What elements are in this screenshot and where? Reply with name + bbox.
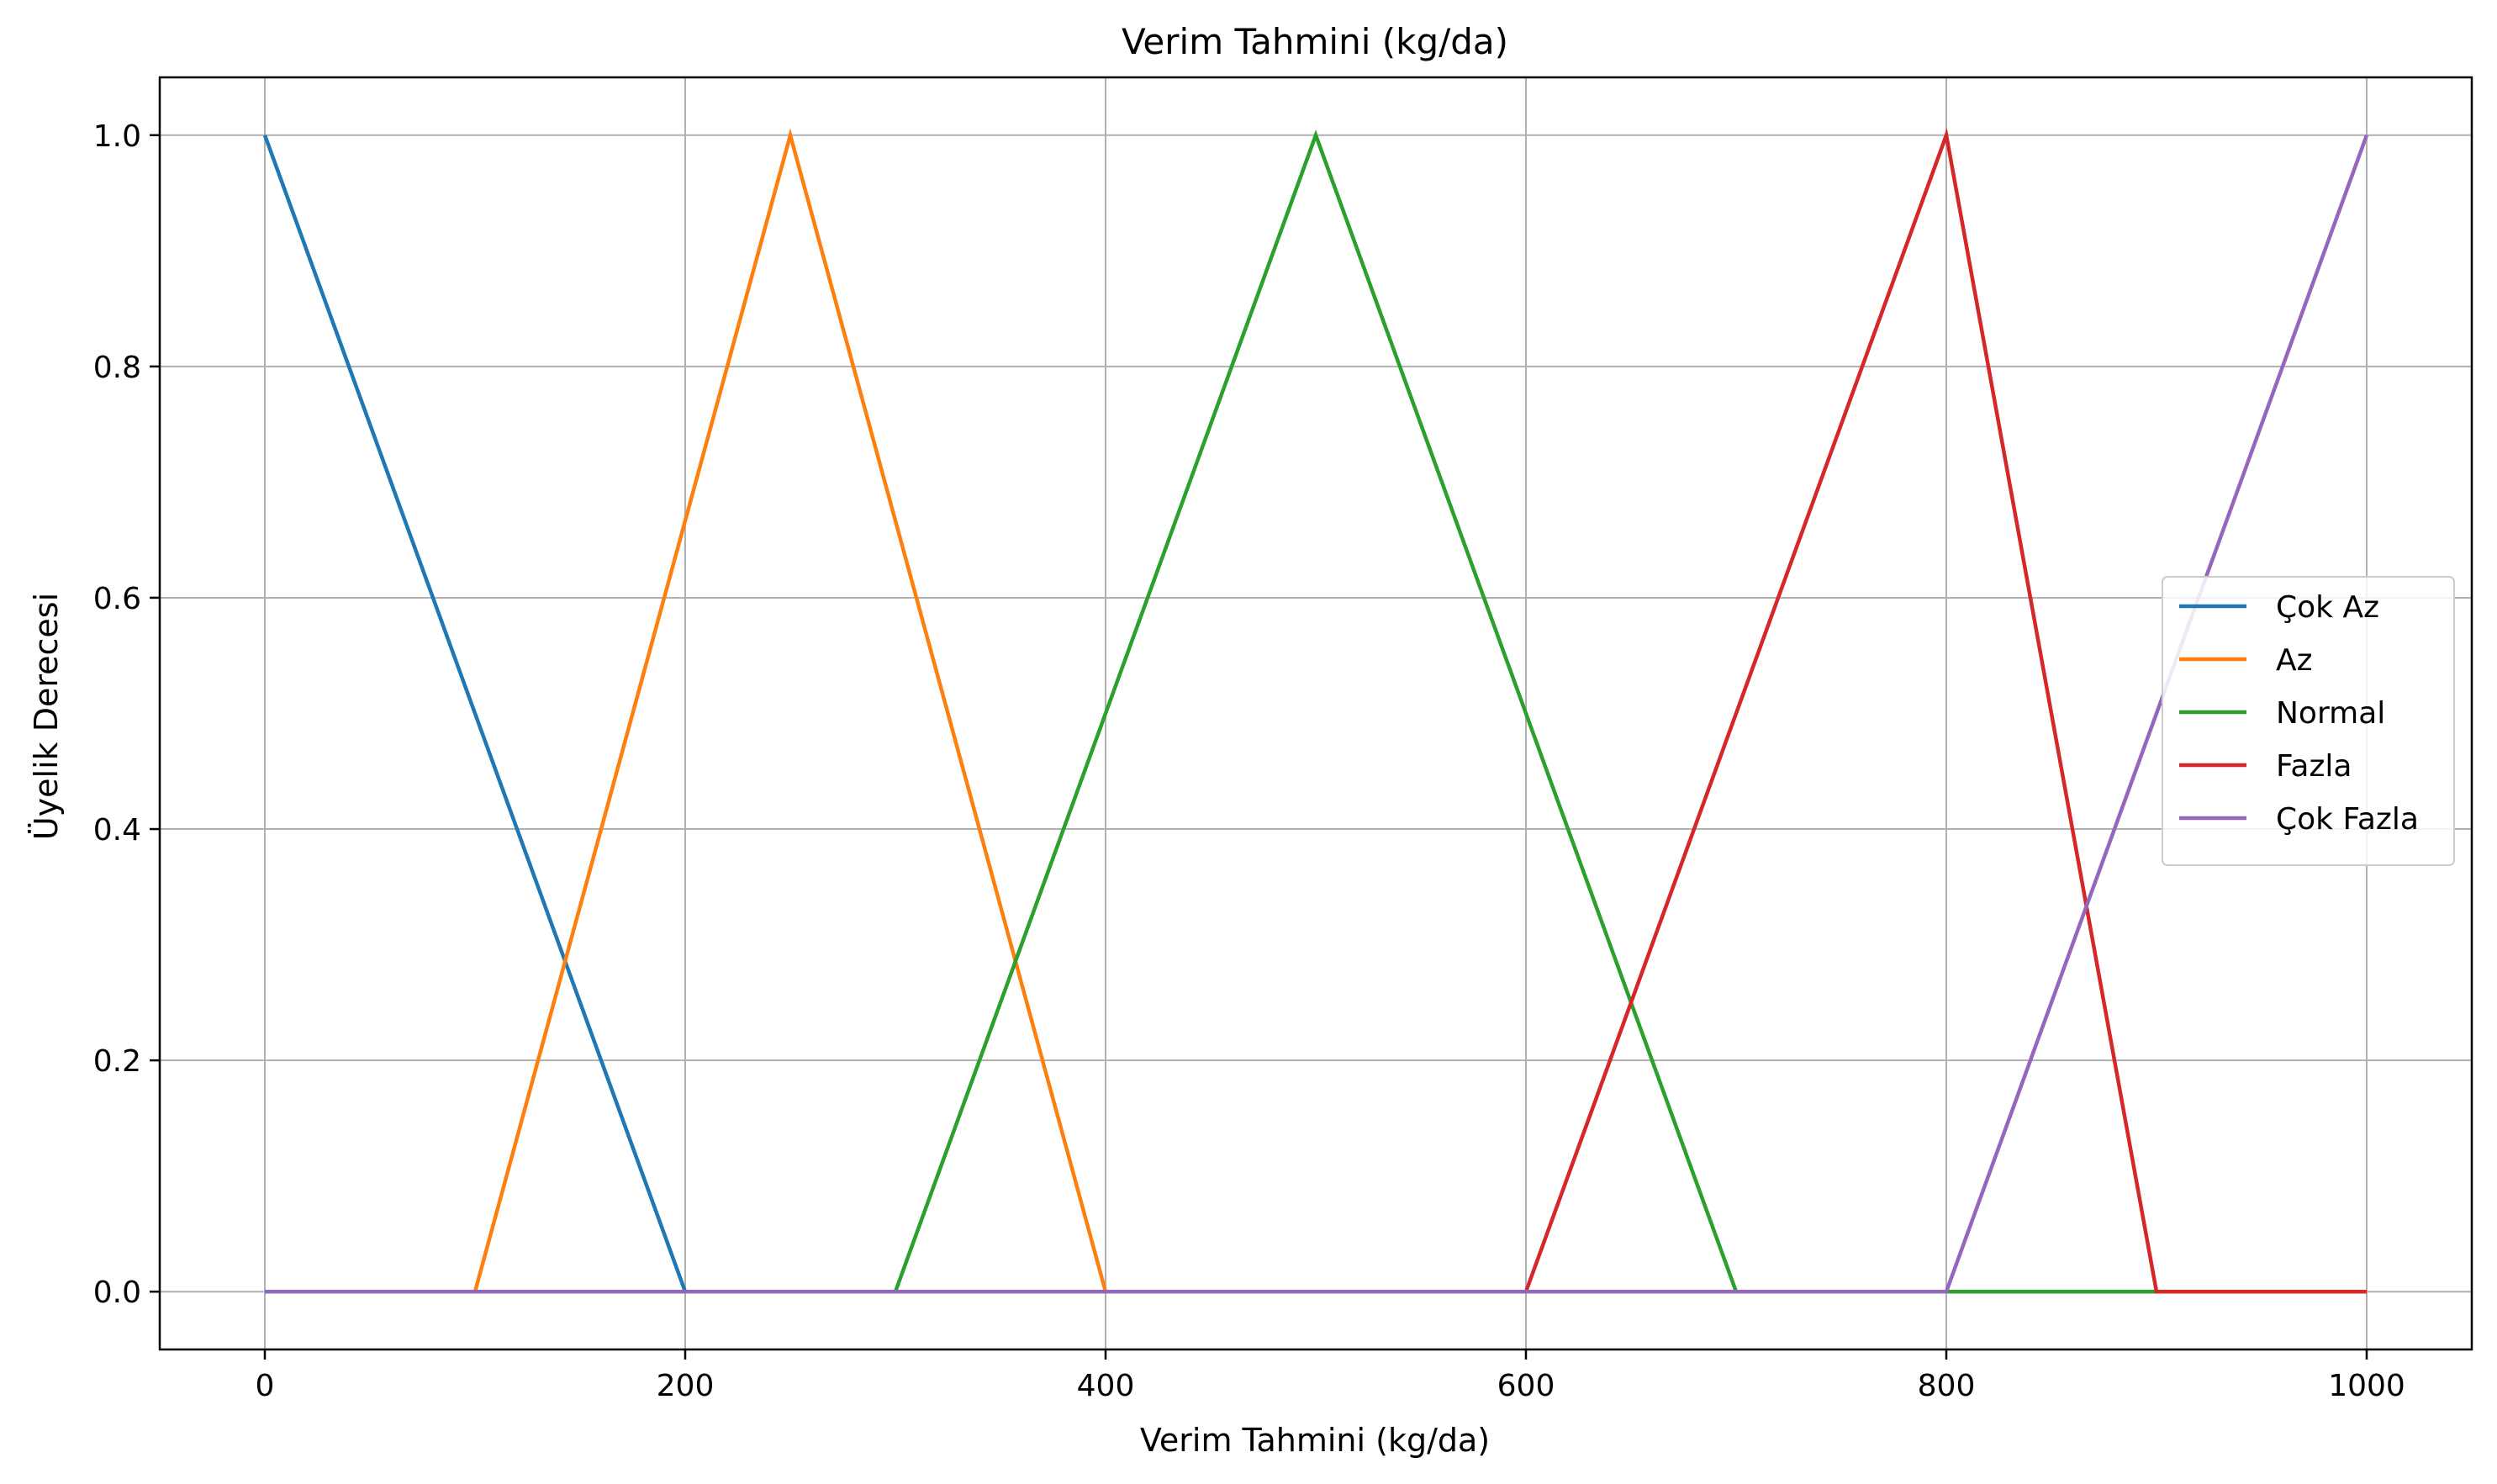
x-axis-ticks: 0 200 400 600 800 1000 xyxy=(256,1349,2405,1403)
y-tick-label: 0.0 xyxy=(93,1275,141,1310)
series-lines xyxy=(262,128,2369,1294)
y-tick-label: 0.2 xyxy=(93,1044,141,1079)
legend-box xyxy=(2162,576,2455,866)
legend-label: Çok Fazla xyxy=(2276,802,2419,837)
legend: Çok Az Az Normal Fazla Çok Fazla xyxy=(2162,576,2455,866)
y-tick-label: 0.4 xyxy=(93,813,141,848)
plot-frame xyxy=(158,76,2473,1351)
x-tick-label: 800 xyxy=(1918,1369,1976,1403)
x-tick-label: 0 xyxy=(256,1369,275,1403)
x-tick-label: 1000 xyxy=(2328,1369,2405,1403)
y-axis-label: Üyelik Derecesi xyxy=(28,593,65,840)
y-tick-label: 0.6 xyxy=(93,582,141,616)
series-line xyxy=(265,135,2369,1294)
x-tick-label: 200 xyxy=(657,1369,715,1403)
x-tick-label: 600 xyxy=(1497,1369,1555,1403)
y-tick-label: 1.0 xyxy=(93,119,141,154)
chart-title: Verim Tahmini (kg/da) xyxy=(1122,21,1508,62)
legend-label: Normal xyxy=(2276,696,2385,731)
legend-label: Az xyxy=(2276,643,2313,678)
x-tick-label: 400 xyxy=(1077,1369,1135,1403)
y-tick-label: 0.8 xyxy=(93,351,141,385)
legend-label: Çok Az xyxy=(2276,590,2379,625)
x-axis-label: Verim Tahmini (kg/da) xyxy=(1140,1422,1490,1459)
legend-label: Fazla xyxy=(2276,749,2352,784)
y-axis-ticks: 0.0 0.2 0.4 0.6 0.8 1.0 xyxy=(93,119,160,1310)
